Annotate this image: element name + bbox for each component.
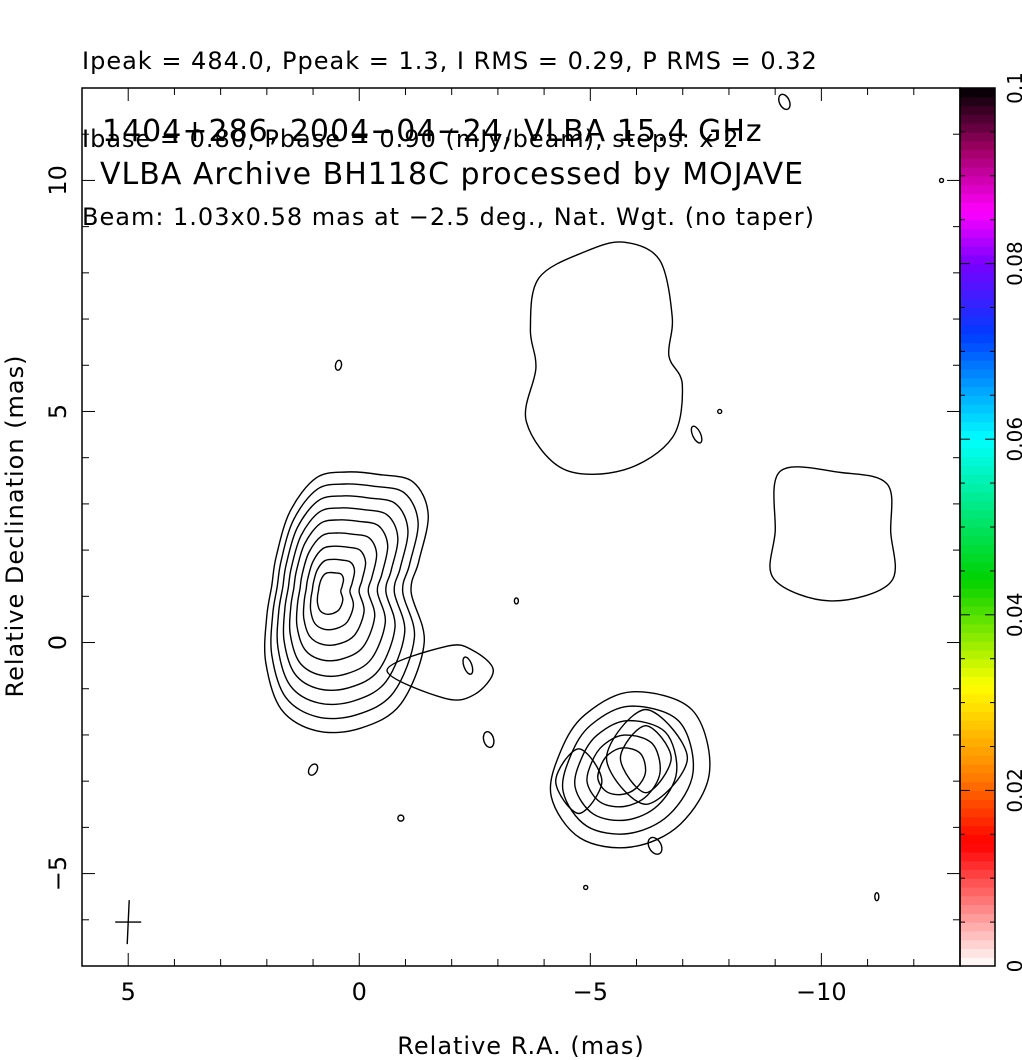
contour-core xyxy=(309,558,356,631)
colorbar-tick-label: 0.04 xyxy=(1003,593,1022,638)
contour-core xyxy=(316,571,345,615)
plot-border xyxy=(81,87,961,967)
contour-blob xyxy=(513,597,520,605)
colorbar: 0 0.02 0.04 0.06 0.08 0.1 xyxy=(959,72,1022,973)
contour-blob xyxy=(582,884,589,891)
y-tick-label: 5 xyxy=(44,404,72,419)
colorbar-tick-label: 0.08 xyxy=(1003,241,1022,286)
contour-core-tail xyxy=(386,644,495,701)
contour-south-envelope xyxy=(597,747,647,796)
y-axis-label: Relative Declination (mas) xyxy=(1,354,29,697)
contour-blob xyxy=(215,128,226,140)
contour-blob xyxy=(334,359,343,371)
colorbar-tick-label: 0.06 xyxy=(1003,417,1022,462)
contour-core xyxy=(295,532,378,662)
contour-blob xyxy=(938,177,945,184)
plot-frame: 5 0 −5 −10 −5 0 5 10 xyxy=(44,87,961,1006)
contour-blob xyxy=(717,408,723,415)
colorbar-tick-label: 0.02 xyxy=(1003,768,1022,813)
contour-blob xyxy=(778,93,791,111)
x-tick-label: −10 xyxy=(796,978,847,1006)
contour-south-b-inner xyxy=(605,708,689,805)
header-line-3: Beam: 1.03x0.58 mas at −2.5 deg., Nat. W… xyxy=(82,203,815,231)
contour-blob xyxy=(397,814,405,822)
contour-blob xyxy=(462,656,474,675)
contour-north-diffuse xyxy=(524,241,684,476)
contour-core xyxy=(302,545,367,646)
contour-south-b-peak xyxy=(619,725,672,794)
header-line-1: Ipeak = 484.0, Ppeak = 1.3, I RMS = 0.29… xyxy=(82,47,818,75)
contour-south-envelope xyxy=(574,719,678,822)
contour-lines xyxy=(215,93,945,902)
x-tick-label: 5 xyxy=(121,978,136,1006)
beam-marker xyxy=(115,900,142,945)
contour-south-envelope xyxy=(561,705,695,835)
y-tick-label: 0 xyxy=(44,635,72,650)
contour-south-envelope xyxy=(549,691,711,849)
x-tick-label: −5 xyxy=(573,978,608,1006)
contour-core xyxy=(270,483,419,720)
contour-core xyxy=(288,519,389,677)
chart-title-line-2: VLBA Archive BH118C processed by MOJAVE xyxy=(100,157,804,192)
contour-blob xyxy=(482,731,495,749)
contour-core xyxy=(263,471,429,734)
contour-blob xyxy=(874,891,880,902)
contour-blob xyxy=(690,425,703,444)
contour-south-envelope xyxy=(586,734,661,808)
colorbar-tick-label: 0 xyxy=(1003,960,1022,973)
x-axis-label: Relative R.A. (mas) xyxy=(397,1032,644,1060)
x-tick-label: 0 xyxy=(352,978,367,1006)
colorbar-tick-label: 0.1 xyxy=(1003,72,1022,104)
contour-blob xyxy=(307,763,319,776)
chart-title-line-1: 1404+286, 2004−04−24, VLBA 15.4 GHz xyxy=(102,114,763,149)
contour-south-a-peak xyxy=(555,748,603,815)
y-tick-label: −5 xyxy=(44,856,72,891)
contour-blob xyxy=(647,836,663,855)
contour-core xyxy=(276,495,409,706)
contour-core xyxy=(282,507,399,692)
contour-west-diffuse xyxy=(769,466,897,602)
y-tick-label: 10 xyxy=(44,165,72,196)
beam-major-axis xyxy=(126,900,130,945)
